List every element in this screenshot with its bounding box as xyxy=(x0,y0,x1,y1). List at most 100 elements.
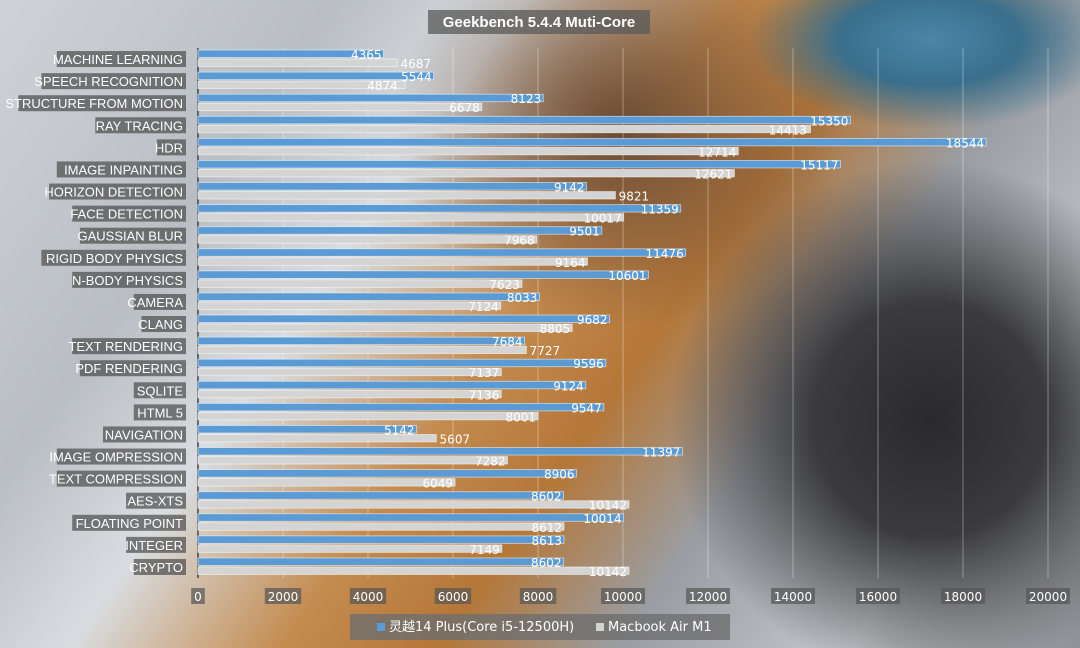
legend-swatch-series-2 xyxy=(596,623,604,631)
category-label: N-BODY PHYSICS xyxy=(72,273,183,288)
category-label-background xyxy=(156,139,186,156)
category-label-background xyxy=(103,426,186,443)
category-label-background xyxy=(18,95,186,112)
bar-series-2 xyxy=(197,345,527,355)
bar-series-2 xyxy=(197,213,625,222)
tick-label-background xyxy=(1026,588,1070,604)
data-label-series-2: 8001 xyxy=(505,410,536,424)
category-label-background xyxy=(79,360,186,377)
category-label-background xyxy=(141,316,186,333)
data-label-series-2: 5607 xyxy=(440,432,471,446)
bar-series-1 xyxy=(197,469,577,478)
category-label: RAY TRACING xyxy=(96,118,183,133)
data-label-series-2: 10142 xyxy=(589,565,627,579)
legend-swatch-series-1 xyxy=(377,623,385,631)
category-label-background xyxy=(133,293,186,310)
bar-series-2 xyxy=(197,566,630,575)
bar-series-1 xyxy=(197,226,603,235)
category-label: RIGID BODY PHYSICS xyxy=(46,251,183,266)
category-label-background xyxy=(56,470,186,487)
data-label-series-1: 11359 xyxy=(641,203,679,217)
bar-series-1 xyxy=(197,270,649,279)
bar-series-1 xyxy=(197,115,851,125)
tick-label-background xyxy=(519,588,557,604)
data-label-series-1: 8602 xyxy=(531,490,562,504)
bar-series-1 xyxy=(197,137,987,147)
bar-series-2 xyxy=(197,478,456,487)
data-label-series-1: 4365 xyxy=(351,48,382,62)
bar-series-2 xyxy=(197,80,406,90)
bar-series-2 xyxy=(197,279,523,288)
category-label: CAMERA xyxy=(127,295,183,310)
data-label-series-1: 7684 xyxy=(492,335,523,349)
bar-series-2 xyxy=(197,434,437,443)
category-label: NAVIGATION xyxy=(105,427,183,442)
data-label-series-1: 9124 xyxy=(553,379,584,393)
bar-series-1 xyxy=(197,513,624,522)
bar-series-2 xyxy=(197,124,811,134)
data-label-series-2: 9164 xyxy=(555,256,586,270)
tick-label-background xyxy=(191,588,205,604)
data-label-series-1: 8033 xyxy=(507,291,538,305)
legend: 灵越14 Plus(Core i5-12500H) Macbook Air M1 xyxy=(350,614,730,640)
tick-label-background xyxy=(349,588,387,604)
data-label-series-1: 9547 xyxy=(571,401,602,415)
data-label-series-2: 7727 xyxy=(530,344,561,358)
category-label: FACE DETECTION xyxy=(70,207,183,222)
data-label-series-1: 10601 xyxy=(608,269,646,283)
category-label-background xyxy=(72,514,186,531)
bar-series-2 xyxy=(197,544,503,553)
data-label-series-2: 7124 xyxy=(468,300,499,314)
legend-background xyxy=(350,614,730,640)
bar-series-2 xyxy=(197,389,502,399)
bar-series-1 xyxy=(197,447,683,456)
data-label-series-1: 9501 xyxy=(569,225,600,239)
bar-series-2 xyxy=(197,257,588,266)
category-label-background xyxy=(126,536,186,553)
category-label: SQLITE xyxy=(137,383,184,398)
category-label: TEXT COMPRESSION xyxy=(49,472,183,487)
category-label-background xyxy=(133,558,186,575)
category-label: GAUSSIAN BLUR xyxy=(78,229,183,244)
category-label: IMAGE OMPRESSION xyxy=(49,450,183,465)
chart-title: Geekbench 5.4.4 Muti-Core xyxy=(443,14,636,31)
category-label-background xyxy=(133,404,186,421)
bar-series-2 xyxy=(197,235,538,244)
data-label-series-1: 9596 xyxy=(573,357,604,371)
data-label-series-1: 15117 xyxy=(800,158,838,172)
x-tick-label: 18000 xyxy=(944,590,982,604)
category-label-background xyxy=(56,51,186,68)
bar-series-1 xyxy=(197,93,544,103)
category-label: STRUCTURE FROM MOTION xyxy=(5,96,183,111)
x-tick-label: 12000 xyxy=(689,590,727,604)
category-label-background xyxy=(133,382,186,399)
data-label-series-1: 11476 xyxy=(646,247,684,261)
bar-series-2 xyxy=(197,191,616,200)
bar-series-1 xyxy=(197,160,841,169)
bar-series-2 xyxy=(197,323,573,332)
bar-series-2 xyxy=(197,301,502,310)
x-tick-label: 14000 xyxy=(774,590,812,604)
category-label: HDR xyxy=(155,140,183,155)
legend-label-series-1: 灵越14 Plus(Core i5-12500H) xyxy=(389,620,574,635)
category-label: IMAGE INPAINTING xyxy=(64,162,183,177)
bar-series-2 xyxy=(197,522,565,531)
data-label-series-1: 9142 xyxy=(554,181,585,195)
data-label-series-2: 10142 xyxy=(589,499,627,513)
category-label: TEXT RENDERING xyxy=(68,339,183,354)
x-tick-label: 20000 xyxy=(1029,590,1067,604)
data-label-series-2: 7623 xyxy=(489,278,520,292)
data-label-series-1: 8123 xyxy=(511,92,542,106)
x-tick-label: 0 xyxy=(194,590,202,604)
bar-series-1 xyxy=(197,402,605,412)
data-label-series-2: 7282 xyxy=(475,455,506,469)
category-label: HTML 5 xyxy=(137,405,183,420)
data-label-series-2: 7149 xyxy=(469,543,500,557)
bar-series-1 xyxy=(197,49,384,58)
bar-series-1 xyxy=(197,292,540,301)
data-label-series-1: 9682 xyxy=(577,313,608,327)
data-label-series-2: 7137 xyxy=(469,366,500,380)
data-label-series-2: 10017 xyxy=(584,212,622,226)
category-label-background xyxy=(41,73,187,90)
